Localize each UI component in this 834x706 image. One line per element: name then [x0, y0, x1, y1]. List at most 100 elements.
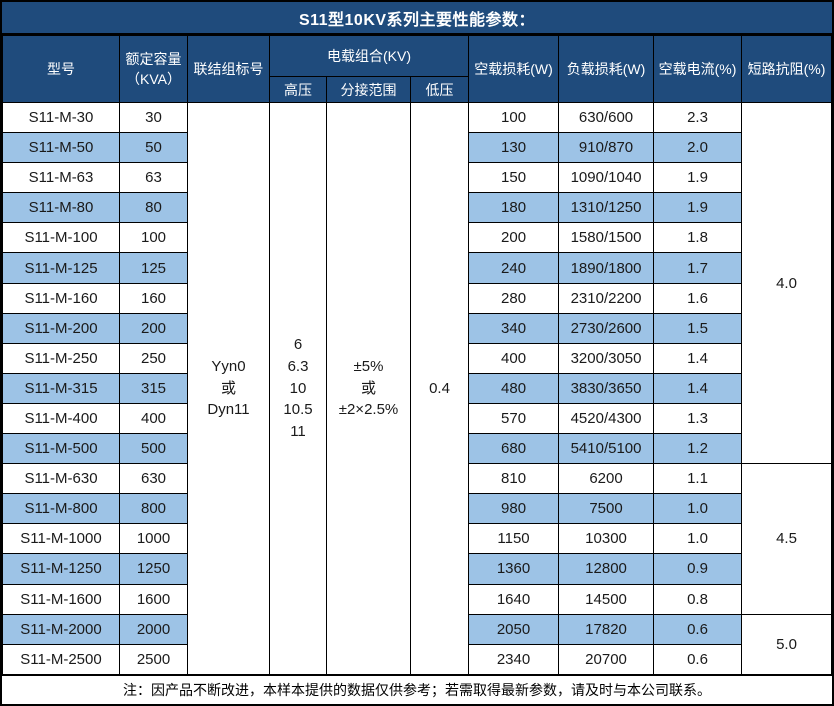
no-load-loss-cell: 480	[468, 372, 560, 404]
no-load-loss-cell: 130	[468, 132, 560, 164]
no-load-current-cell: 1.9	[653, 192, 743, 224]
load-loss-cell: 10300	[558, 523, 655, 555]
impedance-merged-cell: 4.0	[741, 101, 832, 465]
load-loss-cell: 12800	[558, 553, 655, 585]
model-cell: S11-M-500	[2, 433, 120, 465]
no-load-current-cell: 0.8	[653, 583, 743, 615]
no-load-loss-cell: 400	[468, 342, 560, 374]
no-load-current-cell: 0.6	[653, 613, 743, 645]
capacity-cell: 1000	[119, 523, 188, 555]
load-loss-cell: 14500	[558, 583, 655, 615]
lv-merged-cell: 0.4	[409, 102, 470, 675]
load-loss-cell: 910/870	[558, 132, 655, 164]
model-cell: S11-M-1000	[2, 523, 120, 555]
table-row: S11-M-200 200 340 2730/2600 1.5	[2, 312, 832, 344]
table-row: S11-M-125 125 240 1890/1800 1.7	[2, 252, 832, 284]
no-load-loss-cell: 1640	[468, 583, 560, 615]
load-loss-cell: 7500	[558, 493, 655, 525]
no-load-loss-cell: 200	[468, 222, 560, 254]
model-cell: S11-M-2000	[2, 613, 120, 645]
capacity-cell: 80	[119, 192, 188, 224]
table-row: S11-M-30 30 Yyn0 或 Dyn11 6 6.3 10 10.5 1…	[2, 101, 832, 675]
model-cell: S11-M-100	[2, 222, 120, 254]
table-header: 型号 额定容量 （KVA） 联结组标号 电载组合(KV) 空载损耗(W) 负载损…	[2, 35, 832, 103]
no-load-loss-cell: 570	[468, 402, 560, 435]
footnote: 注：因产品不断改进，本样本提供的数据仅供参考；若需取得最新参数，请及时与本公司联…	[2, 675, 832, 704]
model-cell: S11-M-30	[2, 101, 120, 134]
load-loss-cell: 3830/3650	[558, 372, 655, 404]
no-load-current-cell: 1.7	[653, 252, 743, 284]
model-cell: S11-M-800	[2, 493, 120, 525]
col-header-no-load-loss: 空载损耗(W)	[468, 35, 560, 103]
no-load-current-cell: 1.1	[653, 463, 743, 495]
load-loss-cell: 1090/1040	[558, 162, 655, 194]
no-load-loss-cell: 2050	[468, 613, 560, 645]
no-load-current-cell: 1.3	[653, 402, 743, 435]
no-load-current-cell: 1.6	[653, 282, 743, 314]
model-cell: S11-M-1600	[2, 583, 120, 615]
table-row: S11-M-160 160 280 2310/2200 1.6	[2, 282, 832, 314]
load-loss-cell: 4520/4300	[558, 402, 655, 435]
table-row: S11-M-630 630 810 6200 1.1 4.5	[2, 463, 832, 615]
capacity-cell: 50	[119, 132, 188, 164]
load-loss-cell: 6200	[558, 463, 655, 495]
capacity-cell: 2000	[119, 613, 188, 645]
table-row: S11-M-1250 1250 1360 12800 0.9	[2, 553, 832, 585]
capacity-cell: 400	[119, 402, 188, 435]
no-load-current-cell: 1.8	[653, 222, 743, 254]
load-loss-cell: 2310/2200	[558, 282, 655, 314]
table-row: S11-M-800 800 980 7500 1.0	[2, 493, 832, 525]
capacity-cell: 250	[119, 342, 188, 374]
impedance-merged-cell: 5.0	[741, 613, 832, 676]
no-load-loss-cell: 340	[468, 312, 560, 344]
col-header-load-loss: 负载损耗(W)	[558, 35, 655, 103]
load-loss-cell: 17820	[558, 613, 655, 645]
capacity-cell: 500	[119, 433, 188, 465]
load-loss-cell: 3200/3050	[558, 342, 655, 374]
col-header-lv: 低压	[409, 76, 470, 103]
no-load-loss-cell: 980	[468, 493, 560, 525]
no-load-current-cell: 1.4	[653, 342, 743, 374]
model-cell: S11-M-315	[2, 372, 120, 404]
page-title: S11型10KV系列主要性能参数：	[2, 2, 832, 35]
spec-table: 型号 额定容量 （KVA） 联结组标号 电载组合(KV) 空载损耗(W) 负载损…	[2, 35, 832, 676]
capacity-cell: 200	[119, 312, 188, 344]
table-row: S11-M-1600 1600 1640 14500 0.8	[2, 583, 832, 615]
tap-merged-cell: ±5% 或 ±2×2.5%	[326, 102, 411, 675]
capacity-cell: 1600	[119, 583, 188, 615]
model-cell: S11-M-400	[2, 402, 120, 435]
model-cell: S11-M-200	[2, 312, 120, 344]
table-row: S11-M-63 63 150 1090/1040 1.9	[2, 162, 832, 194]
model-cell: S11-M-630	[2, 463, 120, 495]
table-row: S11-M-400 400 570 4520/4300 1.3	[2, 402, 832, 435]
col-header-connection: 联结组标号	[187, 35, 270, 103]
col-header-model: 型号	[2, 35, 120, 103]
hv-merged-cell: 6 6.3 10 10.5 11	[269, 102, 327, 675]
capacity-cell: 160	[119, 282, 188, 314]
impedance-merged-cell: 4.5	[741, 463, 832, 615]
table-row: S11-M-100 100 200 1580/1500 1.8	[2, 222, 832, 254]
load-loss-cell: 2730/2600	[558, 312, 655, 344]
table-row: S11-M-1000 1000 1150 10300 1.0	[2, 523, 832, 555]
load-loss-cell: 20700	[558, 643, 655, 676]
connection-merged-cell: Yyn0 或 Dyn11	[187, 102, 270, 675]
col-header-hv: 高压	[269, 76, 327, 103]
no-load-current-cell: 0.9	[653, 553, 743, 585]
no-load-loss-cell: 280	[468, 282, 560, 314]
model-cell: S11-M-2500	[2, 643, 120, 676]
no-load-loss-cell: 2340	[468, 643, 560, 676]
load-loss-cell: 630/600	[558, 101, 655, 134]
no-load-loss-cell: 1150	[468, 523, 560, 555]
capacity-cell: 100	[119, 222, 188, 254]
load-loss-cell: 1310/1250	[558, 192, 655, 224]
table-row: S11-M-2500 2500 2340 20700 0.6	[2, 643, 832, 676]
no-load-current-cell: 1.4	[653, 372, 743, 404]
no-load-current-cell: 1.5	[653, 312, 743, 344]
no-load-loss-cell: 1360	[468, 553, 560, 585]
col-header-tap: 分接范围	[326, 76, 411, 103]
no-load-loss-cell: 810	[468, 463, 560, 495]
col-header-capacity: 额定容量 （KVA）	[119, 35, 188, 103]
model-cell: S11-M-1250	[2, 553, 120, 585]
no-load-loss-cell: 180	[468, 192, 560, 224]
